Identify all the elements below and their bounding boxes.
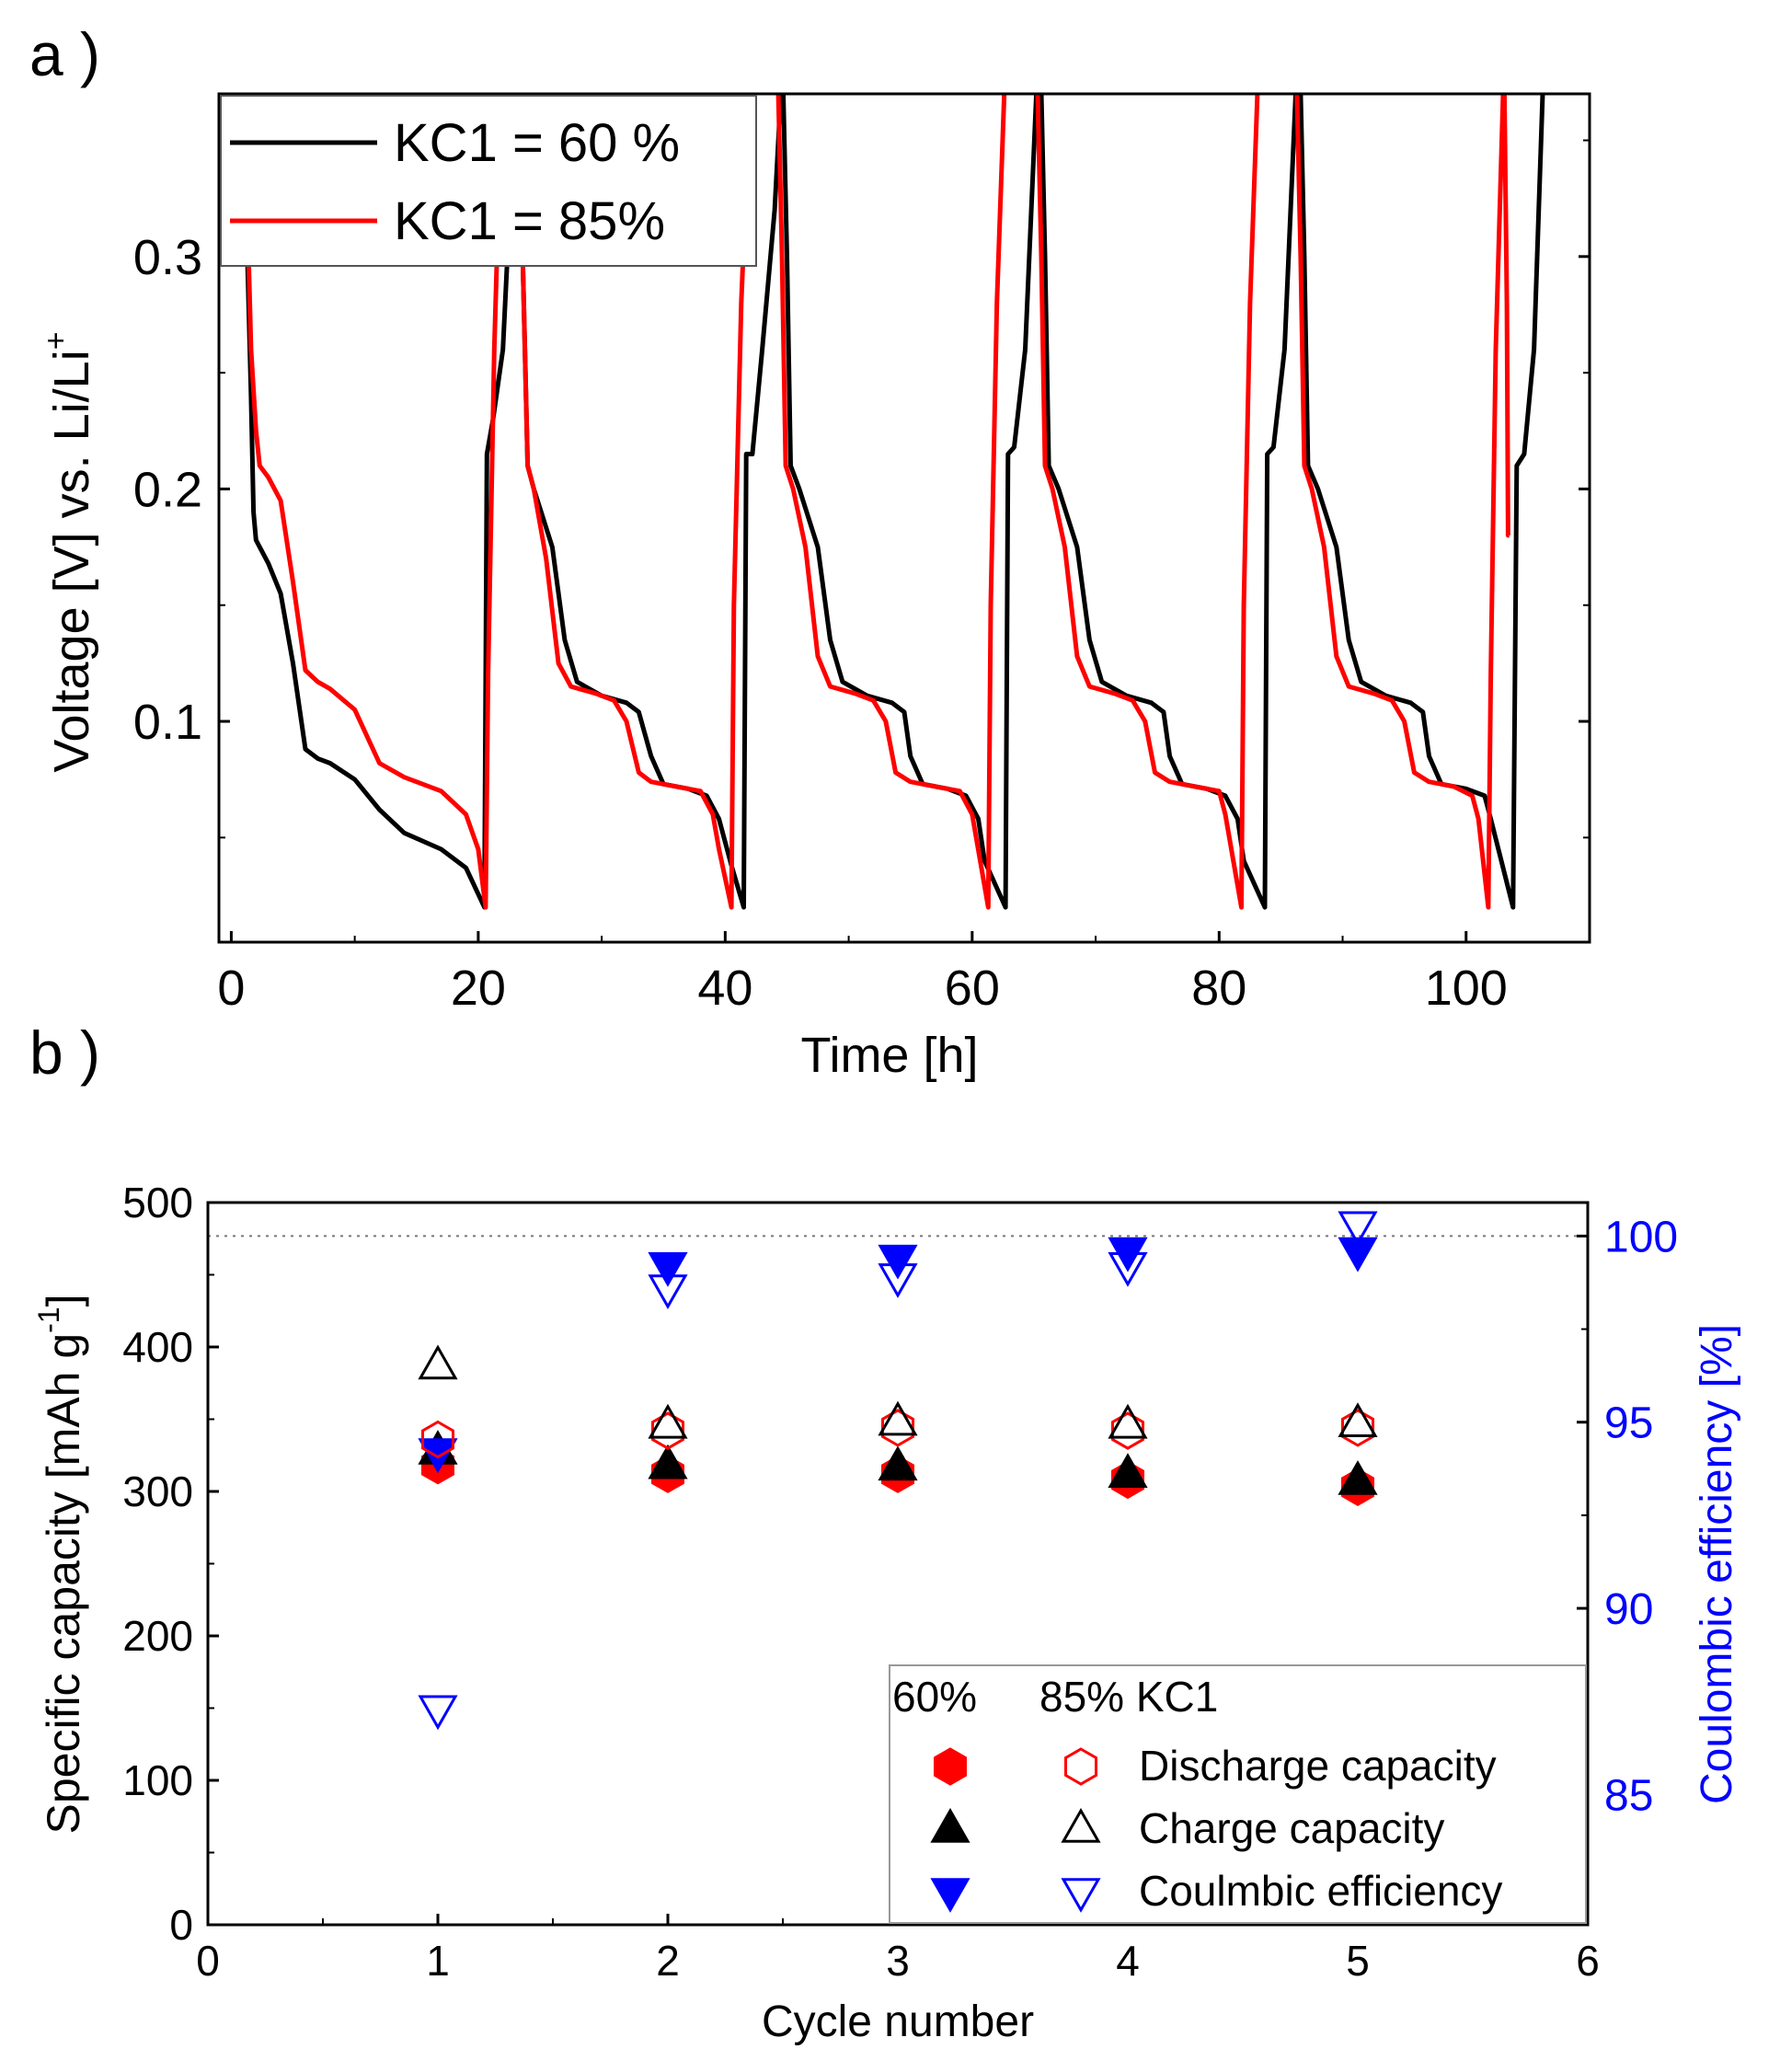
- panel-b-y-axis-label-sup: -1: [32, 1307, 65, 1332]
- panel-a-y-axis-label-sup: +: [39, 331, 74, 350]
- panel-a-x-tick-label: 80: [1191, 961, 1246, 1016]
- panel-b-point-charge-capacity-60: [878, 1445, 918, 1481]
- panel-b-legend-label-discharge: Discharge capacity: [1139, 1742, 1497, 1790]
- panel-a-series-line-85: [241, 94, 1510, 910]
- panel-b-point-discharge-capacity-85: [1111, 1411, 1144, 1450]
- panel-b-point-charge-capacity-85: [418, 1344, 458, 1380]
- panel-a-legend-label-85: KC1 = 85%: [394, 191, 665, 251]
- panel-a-y-tick-label: 0.2: [133, 462, 202, 517]
- panel-a-legend: KC1 = 60 % KC1 = 85%: [220, 95, 757, 267]
- panel-b-legend-marker-60-hexagon: [934, 1747, 967, 1786]
- panel-b-y-tick-label: 500: [122, 1179, 193, 1226]
- panel-b-point-charge-capacity-60: [648, 1444, 688, 1479]
- panel-b-y2-tick-label: 100: [1604, 1213, 1678, 1261]
- panel-b-point-coulmbic-efficiency-60: [648, 1252, 688, 1287]
- panel-b-y2-tick-label: 85: [1604, 1771, 1653, 1820]
- panel-a-y-tick-label: 0.3: [133, 230, 202, 285]
- panel-b-y2-tick-label: 90: [1604, 1585, 1653, 1634]
- panel-b-x-tick-label: 4: [1116, 1937, 1140, 1985]
- panel-a-y-tick-label: 0.1: [133, 695, 202, 750]
- panel-b-label: b ): [29, 1019, 100, 1087]
- panel-b-point-coulmbic-efficiency-85: [878, 1263, 918, 1298]
- panel-b-legend-header-60: 60%: [892, 1673, 977, 1721]
- panel-b-y2-ticks: 85 90 95 100: [1577, 1213, 1678, 1820]
- panel-b-y-tick-label: 200: [122, 1612, 193, 1660]
- panel-a-x-axis-label: Time [h]: [800, 1028, 978, 1083]
- panel-b-point-coulmbic-efficiency-85: [418, 1695, 458, 1731]
- panel-b-y-axis-label-end: ]: [38, 1294, 89, 1307]
- panel-b-point-discharge-capacity-85: [1341, 1409, 1374, 1447]
- panel-b-legend-label-efficiency: Coulmbic efficiency: [1139, 1867, 1502, 1915]
- panel-b-point-discharge-capacity-85: [421, 1420, 454, 1459]
- panel-a-y-ticks: 0.1 0.2 0.3: [133, 139, 1590, 839]
- panel-a-label: a ): [29, 20, 100, 88]
- panel-a-legend-box: [220, 95, 757, 267]
- panel-b-y-tick-label: 0: [169, 1901, 193, 1949]
- panel-b-point-coulmbic-efficiency-60: [1338, 1237, 1378, 1272]
- panel-a-x-tick-label: 40: [697, 961, 752, 1016]
- panel-a-x-tick-label: 20: [451, 961, 506, 1016]
- panel-b-point-charge-capacity-85: [648, 1403, 688, 1439]
- panel-b-x-ticks: 0 1 2 3 4 5 6: [196, 1914, 1600, 1985]
- panel-b-x-tick-label: 2: [656, 1937, 680, 1985]
- panel-b-series-group: [418, 1211, 1378, 1731]
- panel-b-y2-tick-label: 95: [1604, 1399, 1653, 1448]
- panel-a-x-ticks: 0 20 40 60 80 100: [217, 931, 1508, 1016]
- panel-a-legend-label-60: KC1 = 60 %: [394, 113, 680, 173]
- panel-b-point-charge-capacity-85: [1108, 1403, 1148, 1439]
- panel-a-y-axis-label: Voltage [V] vs. Li/Li+: [39, 331, 99, 772]
- panel-b-legend-markers: [930, 1747, 1101, 1913]
- panel-b: b ) 0 1 2 3 4 5 6 0 100 200 300 400 500 85 90 95 100 C…: [29, 1019, 1741, 2046]
- panel-b-point-coulmbic-efficiency-85: [1108, 1252, 1148, 1287]
- panel-b-legend-marker-85-triangle-up: [1061, 1807, 1101, 1843]
- panel-b-x-tick-label: 6: [1576, 1937, 1600, 1985]
- panel-b-legend: 60% 85% KC1 Discharge capacity Charge ca…: [889, 1664, 1587, 1924]
- panel-a-x-tick-label: 0: [217, 961, 245, 1016]
- panel-a-x-tick-label: 60: [945, 961, 1000, 1016]
- panel-b-x-tick-label: 5: [1346, 1937, 1370, 1985]
- panel-b-point-charge-capacity-60: [1108, 1453, 1148, 1488]
- panel-b-x-tick-label: 0: [196, 1937, 220, 1985]
- panel-b-point-coulmbic-efficiency-85: [648, 1274, 688, 1310]
- panel-b-y-ticks: 0 100 200 300 400 500: [122, 1179, 219, 1949]
- panel-b-point-coulmbic-efficiency-60: [418, 1438, 458, 1474]
- panel-b-point-charge-capacity-85: [1338, 1402, 1378, 1437]
- panel-b-y2-axis-label: Coulombic efficiency [%]: [1693, 1324, 1741, 1804]
- panel-b-x-tick-label: 1: [426, 1937, 450, 1985]
- panel-b-y-tick-label: 400: [122, 1323, 193, 1371]
- panel-b-point-coulmbic-efficiency-60: [878, 1244, 918, 1280]
- panel-b-legend-marker-85-hexagon: [1064, 1747, 1097, 1786]
- panel-b-legend-marker-60-triangle-up: [930, 1807, 970, 1843]
- panel-a-series-group: [241, 94, 1545, 910]
- panel-a-x-tick-label: 100: [1425, 961, 1508, 1016]
- panel-b-x-tick-label: 3: [886, 1937, 910, 1985]
- panel-b-point-discharge-capacity-85: [881, 1409, 914, 1447]
- panel-a-series-line-60: [241, 94, 1545, 910]
- panel-b-x-axis-label: Cycle number: [762, 1997, 1034, 2046]
- panel-b-legend-marker-85-triangle-down: [1061, 1878, 1101, 1913]
- panel-b-point-discharge-capacity-85: [651, 1411, 684, 1450]
- panel-a: a ) 0 20 40 60 80 100 0.1 0.2 0.3 Time [h] Volt…: [29, 20, 1591, 1083]
- panel-b-y-tick-label: 300: [122, 1468, 193, 1515]
- panel-b-point-charge-capacity-60: [1338, 1460, 1378, 1495]
- panel-b-y-axis-label: Specific capacity [mAh g-1]: [32, 1294, 89, 1834]
- panel-b-point-coulmbic-efficiency-85: [1338, 1211, 1378, 1247]
- panel-b-legend-label-charge: Charge capacity: [1139, 1804, 1444, 1852]
- panel-a-plot-frame: [217, 92, 1591, 944]
- panel-b-legend-box: [889, 1664, 1587, 1924]
- panel-b-point-charge-capacity-85: [878, 1400, 918, 1436]
- panel-b-y-tick-label: 100: [122, 1756, 193, 1804]
- panel-b-legend-header-85: 85% KC1: [1039, 1673, 1218, 1721]
- panel-b-legend-marker-60-triangle-down: [930, 1878, 970, 1913]
